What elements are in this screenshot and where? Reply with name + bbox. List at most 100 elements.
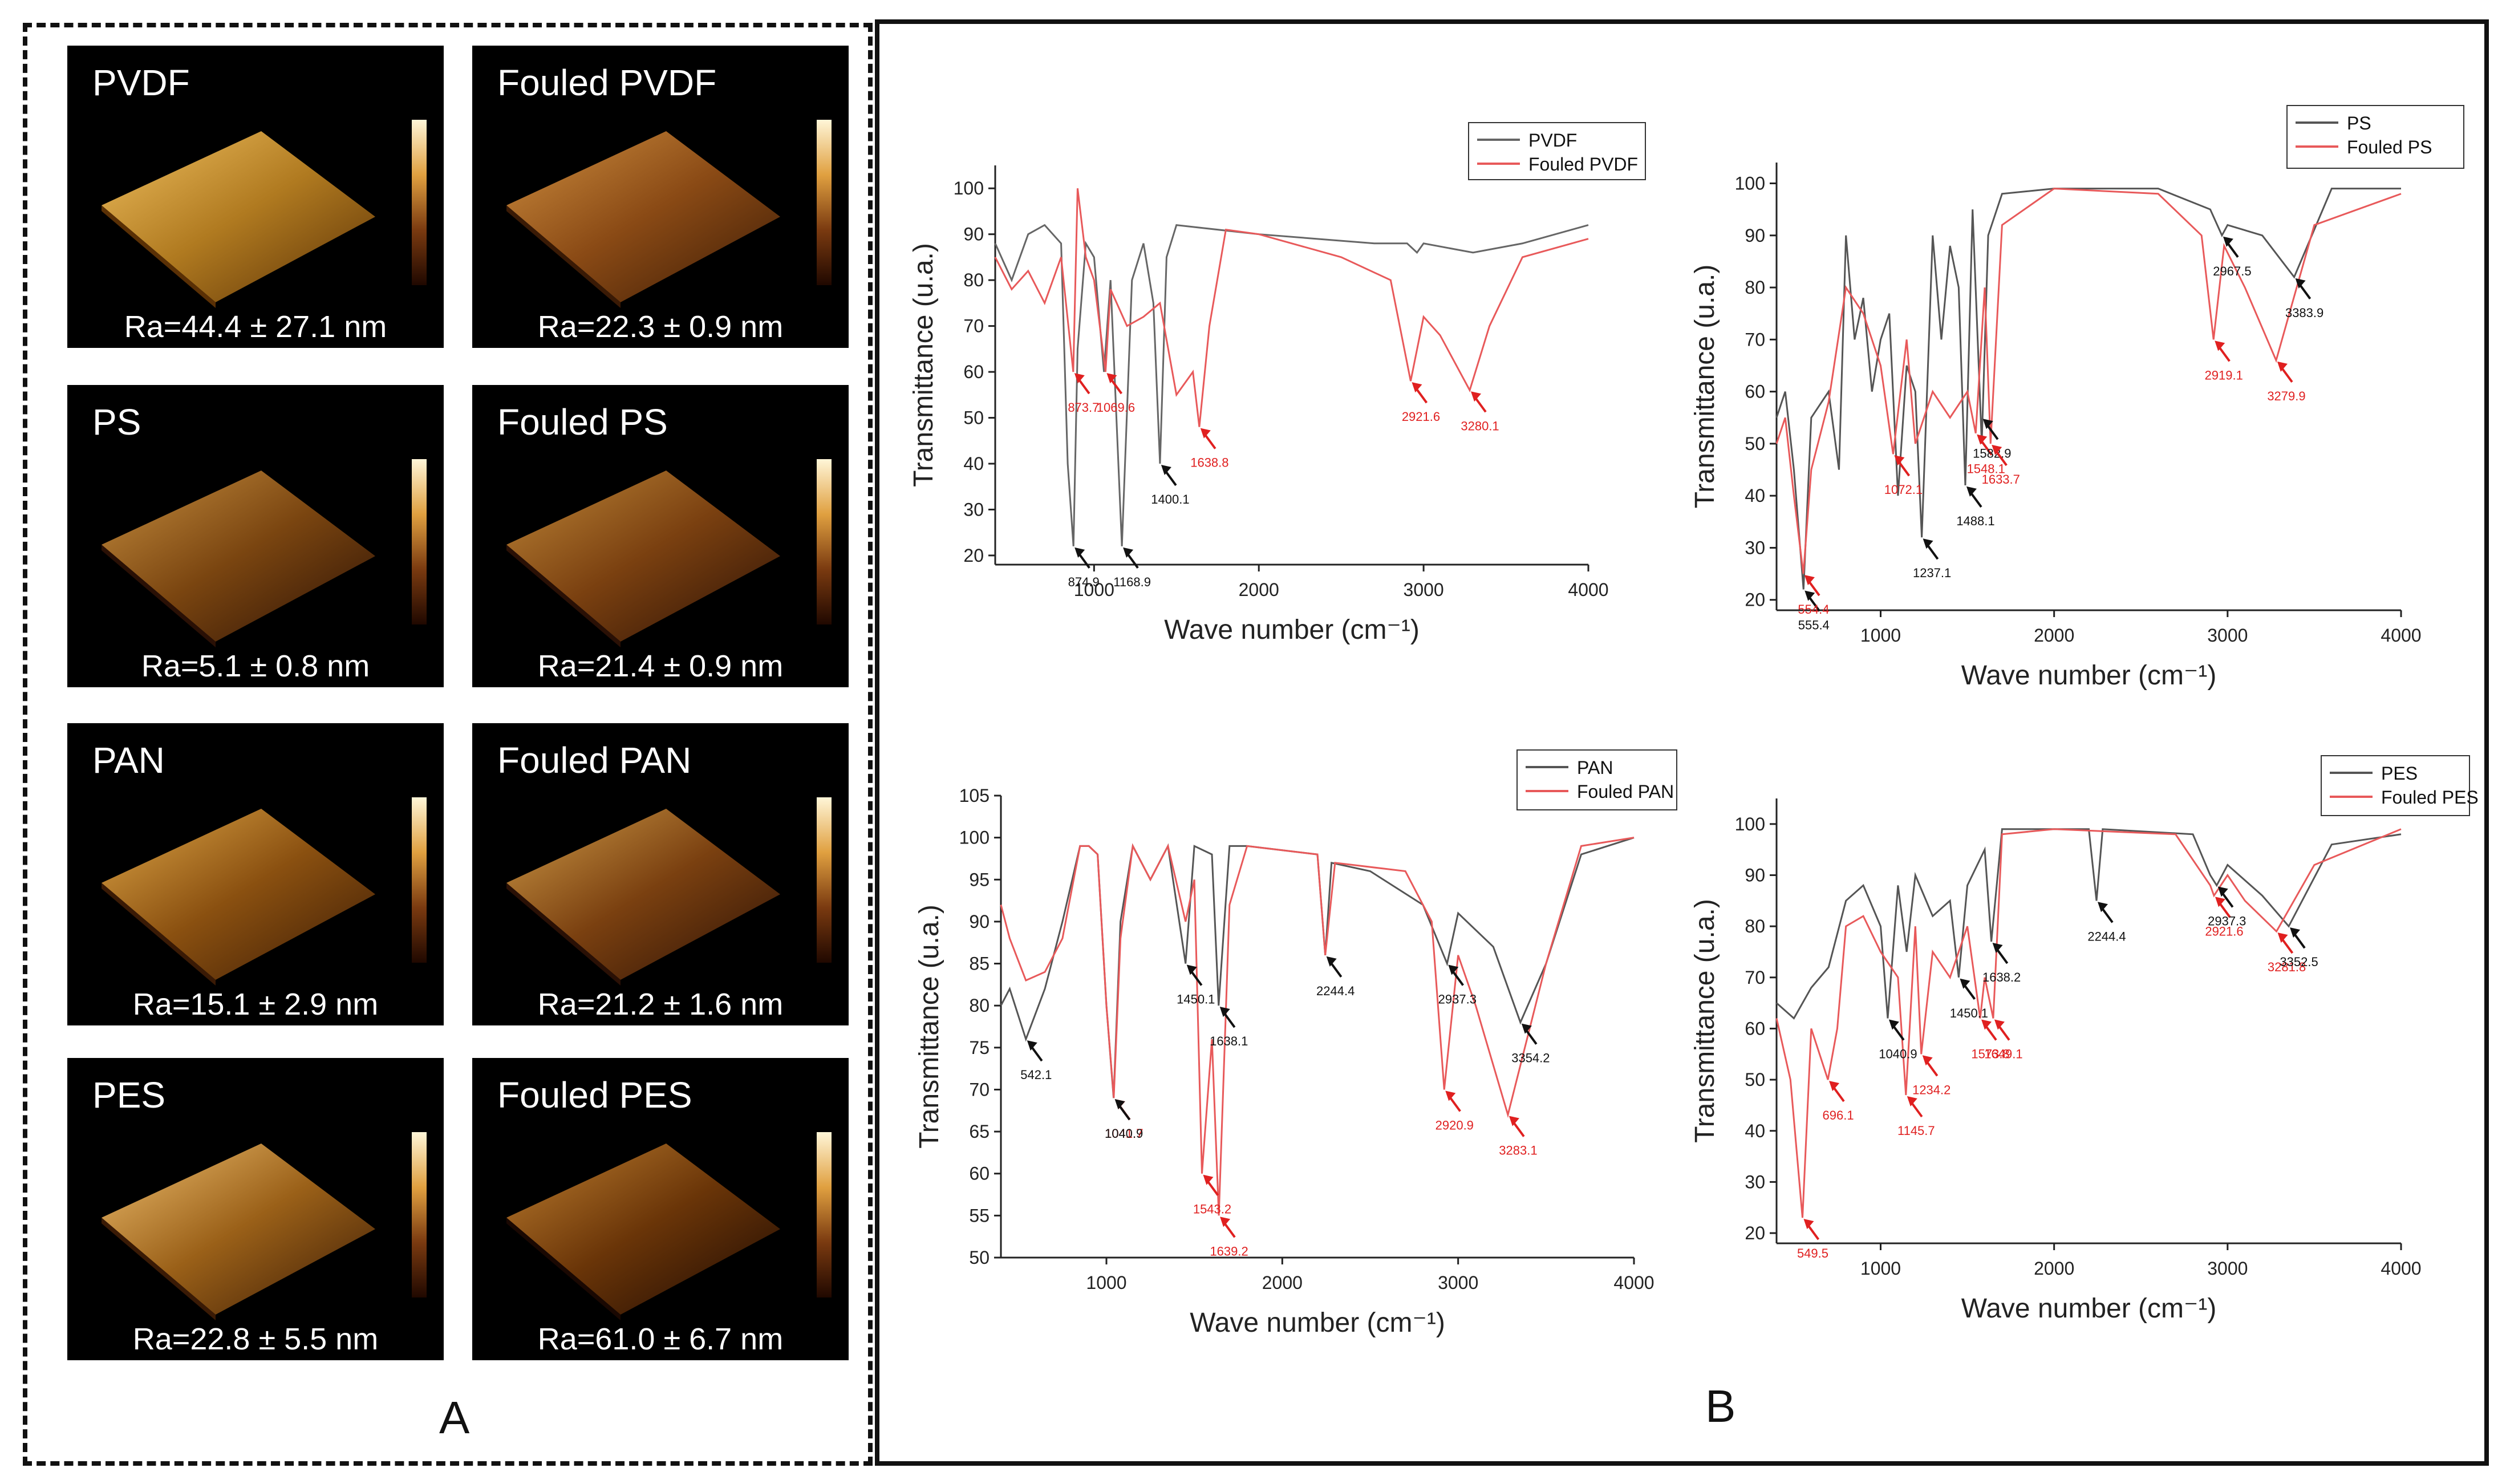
afm-color-scale — [817, 797, 832, 963]
afm-surface — [102, 471, 375, 647]
afm-title: PES — [92, 1075, 166, 1116]
x-tick-label: 3000 — [2207, 625, 2248, 646]
annotation-label: 2244.4 — [1316, 984, 1355, 998]
legend-entry: PES — [2381, 763, 2418, 784]
y-tick-label: 70 — [963, 316, 984, 336]
series-line — [994, 224, 1589, 546]
y-tick-label: 65 — [969, 1121, 990, 1142]
annotation-label: 696.1 — [1823, 1108, 1854, 1122]
y-tick-label: 60 — [969, 1163, 990, 1184]
afm-image: PAN Ra=15.1 ± 2.9 nm — [67, 723, 444, 1025]
y-tick-label: 75 — [969, 1037, 990, 1058]
afm-surface — [102, 809, 375, 986]
afm-roughness: Ra=22.3 ± 0.9 nm — [537, 310, 784, 344]
x-tick-label: 4000 — [2381, 625, 2421, 646]
annotation-arrowhead — [1907, 1096, 1917, 1106]
panel-b-label: B — [1705, 1381, 1736, 1432]
annotation-label: 1548.1 — [1967, 462, 2005, 476]
y-tick-label: 50 — [1745, 1069, 1765, 1090]
y-axis-title: Transmittance (u.a.) — [1690, 265, 1720, 509]
afm-roughness: Ra=21.2 ± 1.6 nm — [537, 987, 784, 1021]
legend-box — [2286, 105, 2464, 169]
legend-box — [1516, 749, 1677, 810]
y-tick-label: 90 — [1745, 865, 1765, 885]
afm-image: Fouled PAN Ra=21.2 ± 1.6 nm — [472, 723, 849, 1025]
y-tick-label: 30 — [1745, 1171, 1765, 1192]
afm-image: PVDF Ra=44.4 ± 27.1 nm — [67, 46, 444, 348]
annotation-label: 1488.1 — [1956, 514, 1994, 528]
afm-image: Fouled PS Ra=21.4 ± 0.9 nm — [472, 385, 849, 687]
y-tick-label: 100 — [1735, 814, 1765, 834]
annotation-arrowhead — [2290, 927, 2301, 938]
afm-color-scale — [412, 459, 427, 625]
annotation-arrowhead — [1803, 1219, 1814, 1230]
series-line — [1776, 828, 2402, 1020]
x-tick-label: 2000 — [1239, 579, 1279, 600]
annotation-label: 554.4 — [1798, 602, 1829, 617]
annotation-label: 1234.2 — [1912, 1082, 1950, 1097]
y-tick-label: 40 — [1745, 1121, 1765, 1141]
annotation-arrowhead — [1981, 1019, 1992, 1030]
x-tick-label: 4000 — [2381, 1258, 2421, 1279]
x-axis-title: Wave number (cm⁻¹) — [1190, 1308, 1445, 1338]
afm-title: Fouled PS — [497, 402, 668, 443]
annotation-arrowhead — [1186, 964, 1197, 975]
afm-surface — [506, 1144, 780, 1320]
afm-roughness: Ra=5.1 ± 0.8 nm — [141, 649, 370, 683]
annotation-label: 2920.9 — [1435, 1118, 1474, 1132]
annotation-arrowhead — [1200, 428, 1211, 439]
annotation-label: 873.7 — [1068, 400, 1099, 415]
y-tick-label: 100 — [959, 828, 990, 848]
annotation-label: 542.1 — [1020, 1068, 1052, 1082]
annotation-arrowhead — [2277, 361, 2288, 372]
annotation-label: 1638.1 — [1210, 1034, 1248, 1048]
annotation-arrowhead — [2217, 886, 2228, 897]
y-tick-label: 80 — [963, 270, 984, 290]
y-tick-label: 90 — [969, 911, 990, 932]
annotation-arrowhead — [1471, 391, 1482, 402]
annotation-arrowhead — [1448, 964, 1459, 975]
legend-entry: PS — [2347, 113, 2371, 133]
annotation-arrowhead — [1203, 1174, 1214, 1185]
y-tick-label: 60 — [1745, 382, 1765, 402]
afm-surface — [102, 1144, 375, 1320]
y-tick-label: 40 — [1745, 485, 1765, 506]
afm-surface — [102, 131, 375, 308]
x-axis-title: Wave number (cm⁻¹) — [1961, 660, 2217, 691]
annotation-label: 2244.4 — [2087, 929, 2126, 943]
annotation-label: 3354.2 — [1511, 1051, 1550, 1065]
afm-color-scale — [412, 1132, 427, 1298]
annotation-arrowhead — [1219, 1007, 1230, 1017]
annotation-label: 1582.9 — [1973, 446, 2011, 460]
annotation-label: 1069.6 — [1097, 400, 1135, 415]
y-tick-label: 20 — [963, 545, 984, 566]
annotation-label: 3283.1 — [1499, 1144, 1537, 1158]
annotation-arrowhead — [1220, 1217, 1231, 1227]
y-tick-label: 60 — [1745, 1018, 1765, 1039]
annotation-arrowhead — [1521, 1023, 1532, 1034]
x-tick-label: 4000 — [1613, 1272, 1654, 1293]
annotation-label: 1450.1 — [1177, 992, 1215, 1007]
annotation-arrowhead — [1894, 455, 1905, 466]
series-line — [994, 188, 1589, 427]
legend-entry: PVDF — [1528, 130, 1577, 151]
afm-title: PAN — [92, 740, 165, 781]
y-tick-label: 70 — [969, 1079, 990, 1100]
legend-entry: Fouled PVDF — [1528, 154, 1638, 175]
y-tick-label: 90 — [963, 224, 984, 245]
annotation-label: 3280.1 — [1461, 419, 1499, 433]
x-tick-label: 3000 — [1404, 579, 1444, 600]
x-tick-label: 3000 — [1438, 1272, 1478, 1293]
annotation-arrowhead — [2277, 932, 2288, 943]
annotation-label: 549.5 — [1797, 1246, 1828, 1260]
x-tick-label: 3000 — [2207, 1258, 2248, 1279]
annotation-arrowhead — [1994, 1019, 2005, 1030]
legend-entry: Fouled PES — [2381, 787, 2479, 808]
annotation-label: 1639.2 — [1210, 1244, 1248, 1258]
panel-a — [23, 23, 873, 1466]
annotation-arrowhead — [1804, 590, 1815, 601]
annotation-label: 2937.3 — [2208, 914, 2246, 928]
y-tick-label: 60 — [963, 362, 984, 382]
